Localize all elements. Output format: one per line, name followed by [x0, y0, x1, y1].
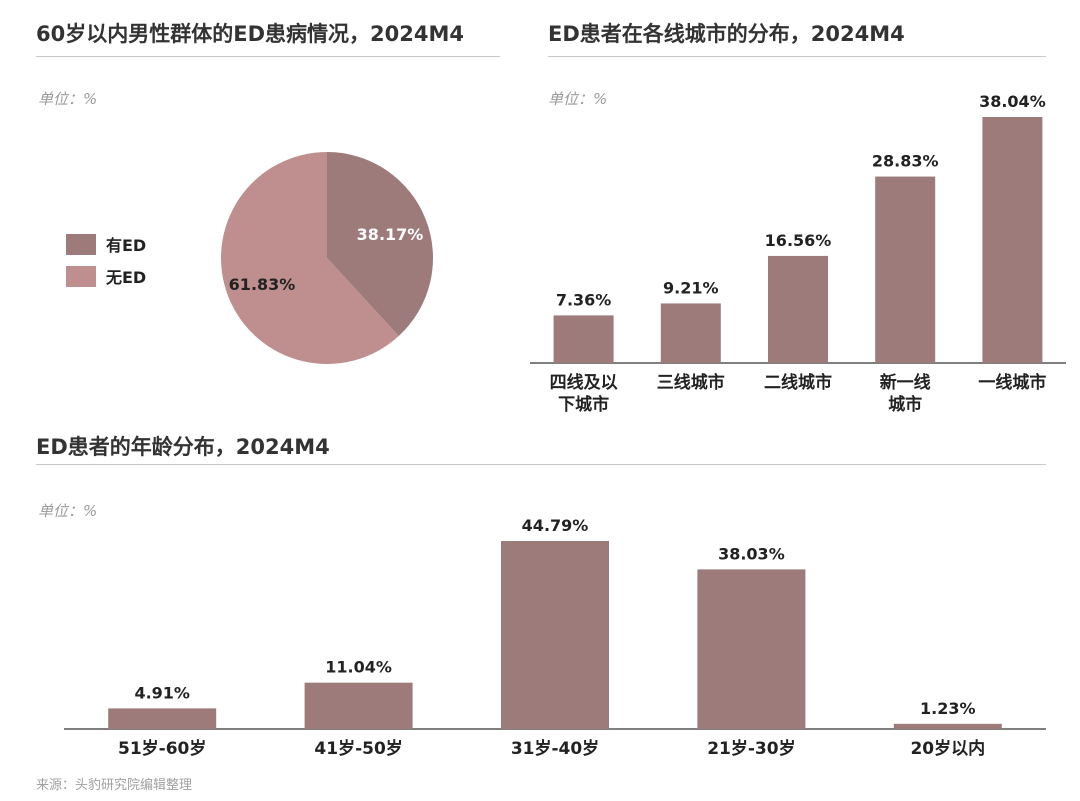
age-chart-title: ED患者的年龄分布，2024M4	[36, 435, 330, 459]
city-tick-label: 二线城市	[764, 372, 832, 393]
city-tick-label: 一线城市	[978, 372, 1046, 393]
city-bar	[875, 176, 936, 363]
pie-legend: 有ED 无ED	[66, 228, 146, 292]
age-bar	[304, 682, 413, 729]
city-data-label: 7.36%	[556, 290, 612, 309]
legend-item-no: 无ED	[66, 260, 146, 292]
city-tick-label: 城市	[888, 394, 922, 415]
age-unit-label: 单位：%	[38, 502, 98, 520]
age-tick-label: 31岁-40岁	[511, 738, 599, 759]
city-tick-label: 四线及以	[550, 372, 618, 393]
city-data-label: 16.56%	[765, 231, 832, 250]
city-title-divider	[548, 56, 1046, 57]
age-tick-label: 41岁-50岁	[314, 738, 402, 759]
city-data-label: 28.83%	[872, 152, 939, 171]
legend-label-yes: 有ED	[106, 236, 147, 255]
pie-chart-title: 60岁以内男性群体的ED患病情况，2024M4	[36, 22, 464, 46]
city-unit-label: 单位：%	[548, 90, 608, 108]
pie-slice-label-no: 61.83%	[229, 275, 296, 294]
age-data-label: 11.04%	[325, 658, 392, 677]
pie-slice-yes	[327, 152, 433, 337]
legend-item-yes: 有ED	[66, 228, 146, 260]
age-data-label: 1.23%	[920, 699, 976, 718]
age-tick-label: 51岁-60岁	[118, 738, 206, 759]
age-tick-label: 21岁-30岁	[707, 738, 795, 759]
age-data-label: 44.79%	[522, 516, 589, 535]
legend-swatch-no	[66, 265, 96, 287]
city-bar	[982, 117, 1043, 363]
age-data-label: 38.03%	[718, 544, 785, 563]
city-bar	[660, 303, 721, 363]
pie-slice-label-yes: 38.17%	[357, 225, 424, 244]
age-title-divider	[36, 464, 1046, 465]
city-tick-label: 下城市	[558, 394, 609, 415]
city-tick-label: 三线城市	[657, 372, 725, 393]
source-note: 来源：头豹研究院编辑整理	[36, 778, 193, 793]
pie-title-divider	[36, 56, 500, 57]
age-data-label: 4.91%	[134, 683, 190, 702]
age-bar	[697, 569, 806, 729]
age-bar	[108, 708, 217, 729]
legend-label-no: 无ED	[106, 268, 147, 287]
city-bar	[553, 315, 614, 363]
age-bar	[893, 723, 1002, 729]
city-data-label: 9.21%	[663, 278, 719, 297]
pie-unit-label: 单位：%	[38, 90, 98, 108]
age-bar	[501, 541, 609, 729]
age-tick-label: 20岁以内	[910, 738, 985, 759]
legend-swatch-yes	[66, 233, 96, 255]
pie-slice-no	[221, 152, 399, 364]
city-bar	[768, 255, 828, 363]
city-tick-label: 新一线	[880, 372, 931, 393]
city-chart-title: ED患者在各线城市的分布，2024M4	[548, 22, 905, 46]
city-data-label: 38.04%	[979, 92, 1046, 111]
